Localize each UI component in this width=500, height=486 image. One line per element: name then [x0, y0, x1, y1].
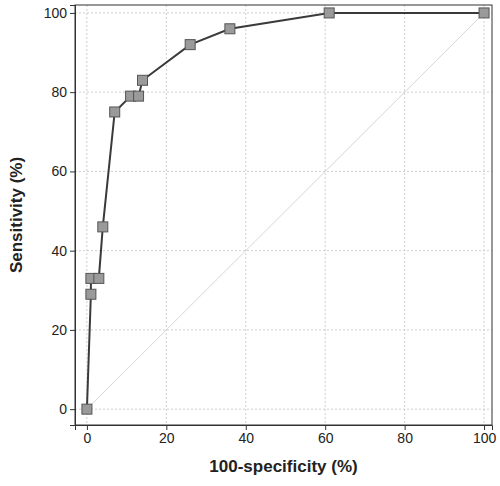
plot-frame [75, 5, 492, 425]
x-axis: 0 20 40 60 80 100 [76, 425, 497, 446]
tick-label: 60 [318, 430, 334, 446]
tick: 80 [397, 425, 413, 446]
tick-label: 40 [238, 430, 254, 446]
grid [75, 5, 492, 425]
x-axis-title: 100-specificity (%) [209, 457, 357, 476]
marker [479, 8, 489, 18]
tick-mark [70, 330, 75, 331]
tick-label: 100 [473, 430, 497, 446]
marker [82, 404, 92, 414]
tick-label: 80 [397, 430, 413, 446]
grid-line-y [75, 250, 492, 251]
marker [185, 40, 195, 50]
tick-mark [70, 171, 75, 172]
tick-label: 40 [51, 243, 67, 259]
tick: 20 [51, 322, 75, 338]
plot-area [82, 8, 489, 414]
tick: 0 [84, 425, 92, 446]
grid-line-y [75, 409, 492, 410]
tick-label: 80 [51, 84, 67, 100]
tick-label: 20 [51, 322, 67, 338]
grid-line-x [86, 5, 87, 425]
y-axis: 0 20 40 60 80 100 [44, 5, 76, 426]
grid-line-x [484, 5, 485, 425]
chart: 0 20 40 60 80 100 0 20 40 60 80 100 100-specificity … [0, 0, 500, 486]
tick: 20 [159, 425, 175, 446]
tick-label: 100 [44, 5, 68, 21]
marker [94, 273, 104, 283]
grid-line-x [245, 5, 246, 425]
tick-mark [70, 92, 75, 93]
tick-label: 60 [51, 163, 67, 179]
tick: 100 [44, 5, 75, 21]
tick: 40 [238, 425, 254, 446]
tick-mark [70, 13, 75, 14]
marker [225, 24, 235, 34]
series-line [87, 13, 484, 409]
tick-mark [70, 409, 75, 410]
series-line [87, 13, 484, 409]
tick: 60 [318, 425, 334, 446]
grid-line-x [404, 5, 405, 425]
tick-label: 0 [59, 401, 67, 417]
marker [98, 222, 108, 232]
tick-label: 0 [84, 430, 92, 446]
y-axis-title: Sensitivity (%) [7, 157, 26, 273]
tick-mark [70, 251, 75, 252]
tick: 100 [473, 425, 497, 446]
grid-line-x [166, 5, 167, 425]
grid-line-x [325, 5, 326, 425]
marker [138, 75, 148, 85]
marker [134, 91, 144, 101]
tick: 40 [51, 243, 75, 259]
grid-line-y [75, 171, 492, 172]
tick: 0 [59, 401, 75, 417]
marker [86, 289, 96, 299]
tick: 80 [51, 84, 75, 100]
marker [110, 107, 120, 117]
tick-label: 20 [159, 430, 175, 446]
grid-line-y [75, 329, 492, 330]
tick: 60 [51, 163, 75, 179]
axis-line [76, 426, 493, 431]
marker [324, 8, 334, 18]
axis-line [70, 6, 76, 426]
